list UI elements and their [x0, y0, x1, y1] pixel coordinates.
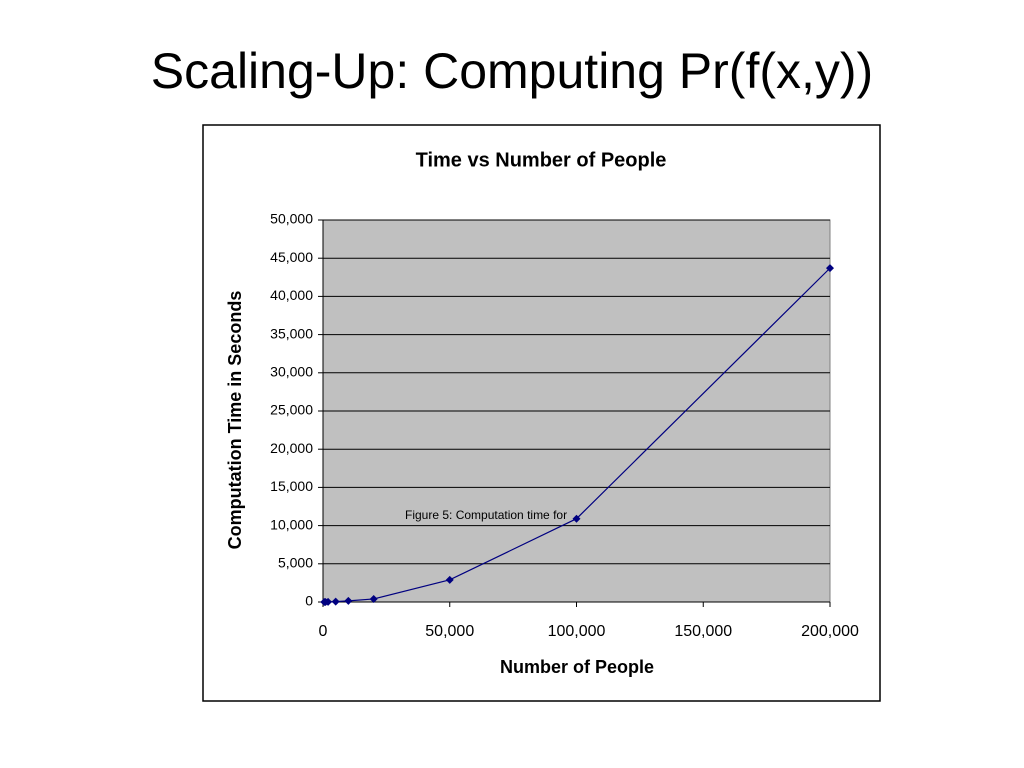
y-tick-label: 0 — [305, 593, 313, 609]
y-tick-label: 40,000 — [270, 287, 313, 303]
data-point — [826, 264, 834, 273]
y-tick-label: 30,000 — [270, 364, 313, 380]
x-tick-label: 50,000 — [425, 623, 474, 640]
y-tick-label: 15,000 — [270, 478, 313, 494]
y-tick-label: 45,000 — [270, 249, 313, 265]
y-tick-label: 35,000 — [270, 325, 313, 341]
data-point — [445, 575, 454, 584]
x-tick-label: 200,000 — [801, 623, 859, 640]
y-tick-label: 10,000 — [270, 516, 313, 532]
y-tick-label: 5,000 — [278, 555, 313, 571]
y-tick-label: 50,000 — [270, 211, 313, 227]
slide-title: Scaling-Up: Computing Pr(f(x,y)) — [151, 43, 873, 99]
x-tick-label: 150,000 — [674, 623, 732, 640]
x-tick-label: 100,000 — [548, 623, 606, 640]
annotation: Figure 5: Computation time for — [405, 508, 567, 522]
x-tick-label: 0 — [319, 623, 328, 640]
y-axis-label: Computation Time in Seconds — [225, 291, 245, 550]
chart-title: Time vs Number of People — [416, 149, 667, 171]
data-point — [331, 597, 340, 606]
y-tick-label: 25,000 — [270, 402, 313, 418]
data-point — [344, 596, 353, 605]
data-point — [369, 594, 378, 603]
data-point — [324, 597, 333, 606]
x-axis-label: Number of People — [500, 657, 654, 677]
y-tick-label: 20,000 — [270, 440, 313, 456]
data-point — [572, 514, 581, 523]
